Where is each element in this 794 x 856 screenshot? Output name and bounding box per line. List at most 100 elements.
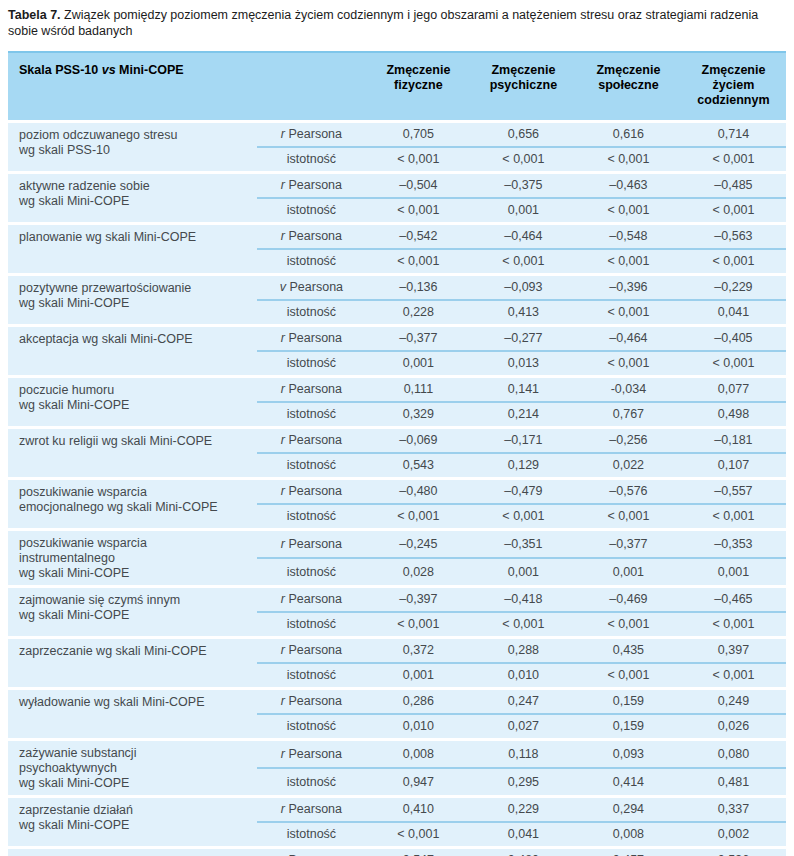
coefficient-symbol: r — [281, 484, 285, 498]
coefficient-value: –0,229 — [681, 275, 786, 301]
significance-value: < 0,001 — [576, 300, 681, 326]
significance-value: 0,028 — [366, 558, 471, 587]
significance-value: < 0,001 — [366, 147, 471, 173]
variable-row-coefficient: pozytywne przewartościowanie wg skali Mi… — [8, 275, 786, 301]
significance-label: istotność — [257, 300, 366, 326]
coefficient-label: r Pearsona — [257, 740, 366, 769]
coefficient-value: 0,480 — [471, 848, 576, 856]
coefficient-value: –0,542 — [366, 224, 471, 250]
coefficient-symbol: r — [281, 127, 285, 141]
coefficient-value: 0,249 — [681, 689, 786, 715]
variable-row-coefficient: poszukiwanie wsparcia instrumentalnego w… — [8, 530, 786, 559]
significance-value: 0,107 — [681, 453, 786, 479]
significance-value: 0,010 — [471, 663, 576, 689]
variable-name: zwrot ku religii wg skali Mini-COPE — [8, 428, 257, 479]
variable-row-coefficient: zażywanie substancji psychoaktywnych wg … — [8, 740, 786, 769]
significance-label: istotność — [257, 612, 366, 638]
significance-label: istotność — [257, 663, 366, 689]
coefficient-label: v Pearsona — [257, 275, 366, 301]
correlation-table: Skala PSS-10 vs Mini-COPE Zmęczenie fizy… — [8, 53, 786, 856]
significance-value: 0,022 — [576, 453, 681, 479]
coefficient-label: r Pearsona — [257, 587, 366, 613]
significance-label: istotność — [257, 822, 366, 848]
header-row: Skala PSS-10 vs Mini-COPE Zmęczenie fizy… — [8, 53, 786, 122]
coefficient-value: –0,136 — [366, 275, 471, 301]
coefficient-label: r Pearsona — [257, 479, 366, 505]
coefficient-value: –0,181 — [681, 428, 786, 454]
significance-label: istotność — [257, 147, 366, 173]
significance-value: 0,498 — [681, 402, 786, 428]
significance-value: 0,041 — [471, 822, 576, 848]
significance-label: istotność — [257, 768, 366, 797]
significance-label: istotność — [257, 504, 366, 530]
coefficient-value: –0,576 — [576, 479, 681, 505]
coefficient-value: –0,485 — [681, 173, 786, 199]
variable-name: planowanie wg skali Mini-COPE — [8, 224, 257, 275]
coefficient-label: r Pearsona — [257, 224, 366, 250]
significance-value: < 0,001 — [681, 504, 786, 530]
variable-row-coefficient: zaprzestanie działań wg skali Mini-COPEr… — [8, 797, 786, 823]
coefficient-value: –0,557 — [681, 479, 786, 505]
significance-value: < 0,001 — [366, 249, 471, 275]
header-col-fatigue-daily-life: Zmęczenie życiem codziennym — [681, 53, 786, 122]
variable-name: poszukiwanie wsparcia instrumentalnego w… — [8, 530, 257, 587]
coefficient-label: r Pearsona — [257, 173, 366, 199]
coefficient-label: r Pearsona — [257, 530, 366, 559]
coefficient-value: 0,288 — [471, 638, 576, 664]
significance-value: < 0,001 — [681, 612, 786, 638]
significance-value: 0,001 — [681, 558, 786, 587]
coefficient-symbol: r — [281, 747, 285, 761]
coefficient-value: 0,656 — [471, 122, 576, 148]
significance-value: < 0,001 — [576, 612, 681, 638]
coefficient-value: 0,705 — [366, 122, 471, 148]
variable-name: zaprzeczanie wg skali Mini-COPE — [8, 638, 257, 689]
variable-name: zaprzestanie działań wg skali Mini-COPE — [8, 797, 257, 848]
variable-name: zażywanie substancji psychoaktywnych wg … — [8, 740, 257, 797]
header-scale-left: Skala PSS-10 — [19, 63, 98, 77]
variable-name: poszukiwanie wsparcia emocjonalnego wg s… — [8, 479, 257, 530]
significance-value: < 0,001 — [471, 612, 576, 638]
significance-value: 0,767 — [576, 402, 681, 428]
coefficient-label: r Pearsona — [257, 122, 366, 148]
coefficient-value: 0,247 — [471, 689, 576, 715]
significance-value: < 0,001 — [471, 147, 576, 173]
significance-value: < 0,001 — [576, 147, 681, 173]
significance-value: 0,481 — [681, 768, 786, 797]
significance-label: istotność — [257, 558, 366, 587]
coefficient-value: –0,464 — [576, 326, 681, 352]
coefficient-value: 0,080 — [681, 740, 786, 769]
significance-value: 0,001 — [366, 663, 471, 689]
header-col-fatigue-physical: Zmęczenie fizyczne — [366, 53, 471, 122]
significance-value: < 0,001 — [681, 198, 786, 224]
significance-value: < 0,001 — [576, 198, 681, 224]
coefficient-label: r Pearsona — [257, 797, 366, 823]
coefficient-value: –0,277 — [471, 326, 576, 352]
significance-value: 0,543 — [366, 453, 471, 479]
coefficient-label: r Pearsona — [257, 326, 366, 352]
significance-value: 0,159 — [576, 714, 681, 740]
coefficient-value: –0,405 — [681, 326, 786, 352]
coefficient-label: r Pearsona — [257, 377, 366, 403]
variable-name: pozytywne przewartościowanie wg skali Mi… — [8, 275, 257, 326]
significance-value: 0,001 — [366, 351, 471, 377]
coefficient-value: 0,294 — [576, 797, 681, 823]
coefficient-symbol: r — [281, 433, 285, 447]
coefficient-value: -0,034 — [576, 377, 681, 403]
significance-value: 0,001 — [576, 558, 681, 587]
coefficient-value: 0,410 — [366, 797, 471, 823]
coefficient-value: 0,111 — [366, 377, 471, 403]
significance-value: 0,001 — [471, 198, 576, 224]
variable-row-coefficient: zaprzeczanie wg skali Mini-COPEr Pearson… — [8, 638, 786, 664]
coefficient-symbol: r — [281, 694, 285, 708]
variable-row-coefficient: zajmowanie się czymś innym wg skali Mini… — [8, 587, 786, 613]
coefficient-value: –0,256 — [576, 428, 681, 454]
table-body: poziom odczuwanego stresu wg skali PSS-1… — [8, 122, 786, 856]
significance-label: istotność — [257, 249, 366, 275]
significance-value: 0,010 — [366, 714, 471, 740]
significance-label: istotność — [257, 714, 366, 740]
coefficient-value: –0,563 — [681, 224, 786, 250]
coefficient-label: r Pearsona — [257, 848, 366, 856]
significance-value: 0,214 — [471, 402, 576, 428]
significance-value: < 0,001 — [576, 351, 681, 377]
significance-label: istotność — [257, 453, 366, 479]
